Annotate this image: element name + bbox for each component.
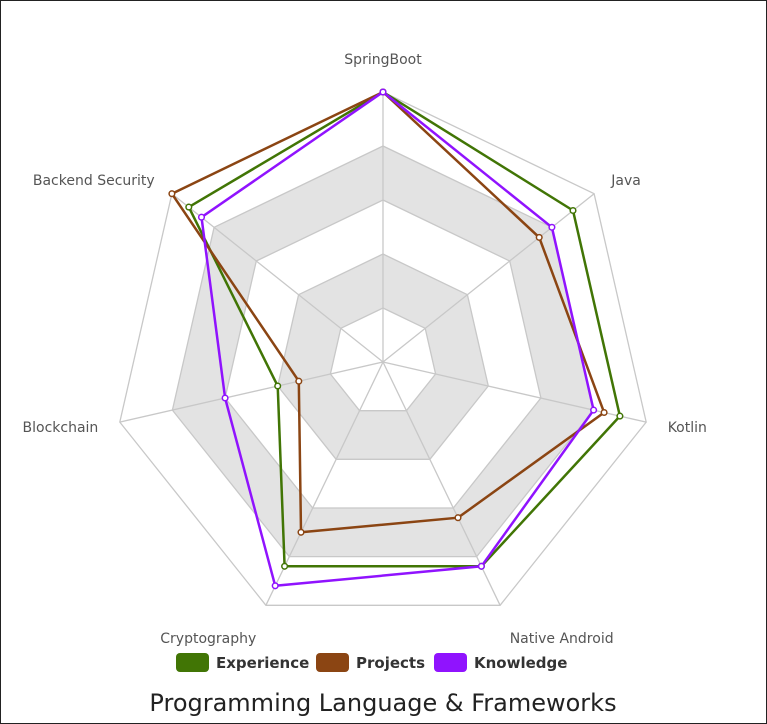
point-2-2[interactable]: [590, 406, 598, 414]
point-0-1[interactable]: [569, 206, 577, 215]
axis-label-2: Kotlin: [668, 420, 707, 436]
series-line-1: [170, 90, 606, 534]
point-2-5[interactable]: [221, 394, 229, 402]
axis-label-6: Backend Security: [33, 173, 155, 189]
axis-label-3: Native Android: [510, 631, 614, 647]
legend: Experience Projects Knowledge: [176, 653, 567, 672]
point-0-2[interactable]: [616, 412, 624, 420]
point-1-6[interactable]: [168, 190, 176, 198]
legend-swatch-2: [434, 653, 467, 672]
axis-label-1: Java: [610, 173, 641, 189]
point-2-3[interactable]: [477, 562, 485, 570]
point-2-4[interactable]: [271, 582, 279, 590]
legend-item-1[interactable]: Projects: [316, 653, 425, 672]
legend-label-2: Knowledge: [474, 654, 567, 672]
point-0-4[interactable]: [281, 562, 289, 570]
axis-label-4: Cryptography: [160, 631, 256, 647]
series-2: [197, 88, 598, 590]
point-2-6[interactable]: [197, 213, 206, 221]
series-layer: [168, 88, 624, 590]
legend-label-0: Experience: [216, 654, 309, 672]
legend-label-1: Projects: [356, 654, 425, 672]
legend-swatch-1: [316, 653, 349, 672]
spoke-1: [382, 193, 595, 363]
point-1-5[interactable]: [295, 377, 303, 385]
point-1-2[interactable]: [600, 408, 608, 417]
spoke-5: [119, 361, 384, 423]
point-2-0[interactable]: [379, 88, 387, 96]
point-1-3[interactable]: [454, 514, 462, 522]
point-1-1[interactable]: [535, 233, 543, 241]
point-2-1[interactable]: [548, 223, 556, 231]
series-line-2: [200, 90, 595, 588]
point-0-5[interactable]: [274, 382, 282, 390]
axis-labels: SpringBoot Java Kotlin Native Android Crypto…: [23, 52, 707, 647]
axis-label-0: SpringBoot: [344, 52, 422, 68]
legend-item-0[interactable]: Experience: [176, 653, 309, 672]
spoke-6: [171, 193, 384, 363]
point-0-6[interactable]: [185, 203, 193, 211]
chart-title: Programming Language & Frameworks: [149, 689, 616, 717]
axis-label-5: Blockchain: [23, 420, 99, 436]
legend-item-2[interactable]: Knowledge: [434, 653, 567, 672]
legend-swatch-0: [176, 653, 209, 672]
point-1-4[interactable]: [297, 528, 305, 536]
